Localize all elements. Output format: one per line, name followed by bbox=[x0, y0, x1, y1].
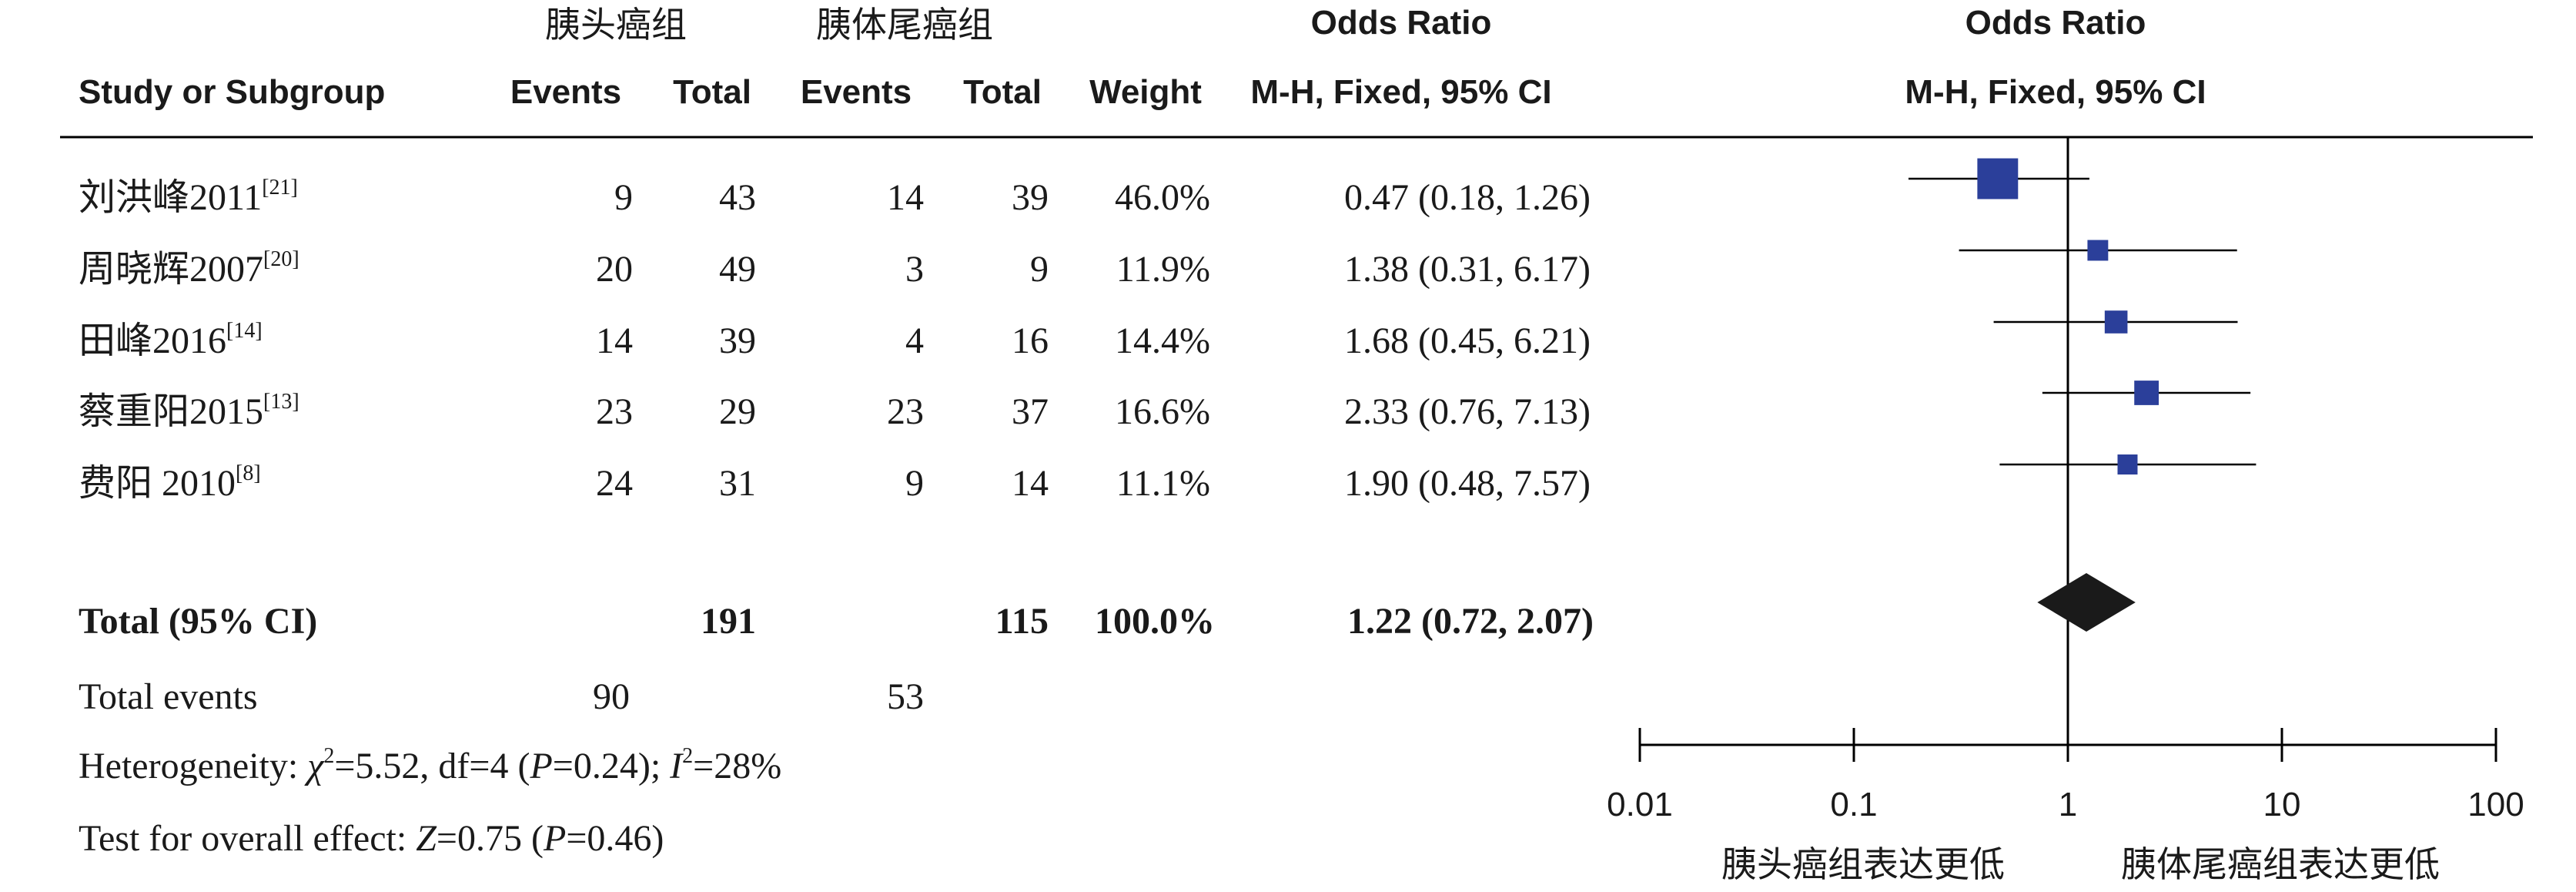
study-ref: [13] bbox=[263, 390, 299, 414]
study-name: 周晓辉2007 bbox=[79, 249, 263, 290]
study-events1: 23 bbox=[596, 391, 633, 432]
study-ci-text: 0.47 (0.18, 1.26) bbox=[1344, 177, 1591, 218]
study-ref: [21] bbox=[262, 176, 298, 200]
study-total2: 9 bbox=[1030, 249, 1049, 290]
study-name: 蔡重阳2015 bbox=[79, 391, 263, 432]
study-total2: 14 bbox=[1012, 463, 1049, 504]
study-events1: 20 bbox=[596, 249, 633, 290]
study-ci-text: 2.33 (0.76, 7.13) bbox=[1344, 391, 1591, 432]
study-ci-text: 1.90 (0.48, 7.57) bbox=[1344, 463, 1591, 504]
study-marker bbox=[2134, 381, 2159, 405]
study-row: 周晓辉2007[20] 20 49 3 9 11.9% 1.38 (0.31, … bbox=[79, 247, 1591, 290]
x-tick-label: 1 bbox=[2059, 786, 2077, 823]
study-events2: 3 bbox=[905, 249, 924, 290]
pooled-diamond bbox=[2037, 573, 2136, 632]
study-weight: 11.1% bbox=[1116, 463, 1210, 504]
total-events-label: Total events bbox=[79, 676, 258, 717]
study-events2: 14 bbox=[887, 177, 924, 218]
study-total2: 37 bbox=[1012, 391, 1049, 432]
study-events1: 14 bbox=[596, 320, 633, 361]
study-total2: 39 bbox=[1012, 177, 1049, 218]
svg-text:刘洪峰2011[21]: 刘洪峰2011[21] bbox=[79, 176, 298, 218]
col-total1-header: Total bbox=[673, 73, 751, 111]
total-total1: 191 bbox=[701, 601, 756, 642]
col-events1-header: Events bbox=[510, 73, 621, 111]
total-label: Total (95% CI) bbox=[79, 601, 317, 642]
favours-left-label: 胰头癌组表达更低 bbox=[1721, 843, 2005, 885]
study-ci-text: 1.38 (0.31, 6.17) bbox=[1344, 249, 1591, 290]
col-study-header: Study or Subgroup bbox=[79, 73, 385, 111]
total-row: Total (95% CI) 191 115 100.0% 1.22 (0.72… bbox=[79, 601, 1594, 642]
study-total1: 43 bbox=[719, 177, 756, 218]
x-tick-label: 100 bbox=[2467, 786, 2524, 823]
study-name: 刘洪峰2011 bbox=[79, 177, 262, 218]
study-events2: 23 bbox=[887, 391, 924, 432]
total-events2: 53 bbox=[887, 676, 924, 717]
total-events-row: Total events 90 53 bbox=[79, 676, 924, 717]
study-weight: 46.0% bbox=[1115, 177, 1210, 218]
x-tick-label: 0.1 bbox=[1830, 786, 1877, 823]
study-row: 费阳 2010[8] 24 31 9 14 11.1% 1.90 (0.48, … bbox=[79, 461, 1591, 504]
x-tick-label: 0.01 bbox=[1607, 786, 1673, 823]
study-ci-text: 1.68 (0.45, 6.21) bbox=[1344, 320, 1591, 361]
x-tick-label: 10 bbox=[2263, 786, 2301, 823]
study-name: 田峰2016 bbox=[79, 320, 226, 361]
overall-effect-text: Test for overall effect: Z=0.75 (P=0.46) bbox=[79, 818, 664, 859]
group2-header: 胰体尾癌组 bbox=[816, 4, 993, 45]
total-total2: 115 bbox=[995, 601, 1049, 642]
favours-right-label: 胰体尾癌组表达更低 bbox=[2121, 843, 2440, 885]
study-ref: [20] bbox=[263, 247, 299, 271]
study-row: 刘洪峰2011[21] 9 43 14 39 46.0% 0.47 (0.18,… bbox=[79, 176, 1591, 218]
study-row: 蔡重阳2015[13] 23 29 23 37 16.6% 2.33 (0.76… bbox=[79, 390, 1591, 432]
odds-ratio-title-right: Odds Ratio bbox=[1965, 4, 2146, 42]
col-method-header-right: M-H, Fixed, 95% CI bbox=[1905, 73, 2206, 111]
study-weight: 16.6% bbox=[1115, 391, 1210, 432]
study-ref: [14] bbox=[226, 319, 263, 343]
total-weight: 100.0% bbox=[1095, 601, 1215, 642]
svg-text:周晓辉2007[20]: 周晓辉2007[20] bbox=[79, 247, 299, 290]
forest-plot-area: 0.01 0.1 1 10 100 bbox=[1607, 137, 2524, 823]
study-total2: 16 bbox=[1012, 320, 1049, 361]
study-ref: [8] bbox=[236, 461, 261, 485]
study-events2: 9 bbox=[905, 463, 924, 504]
total-ci-text: 1.22 (0.72, 2.07) bbox=[1347, 601, 1594, 642]
study-total1: 49 bbox=[719, 249, 756, 290]
col-total2-header: Total bbox=[963, 73, 1042, 111]
study-total1: 31 bbox=[719, 463, 756, 504]
group1-header: 胰头癌组 bbox=[545, 4, 687, 45]
study-total1: 29 bbox=[719, 391, 756, 432]
col-weight-header: Weight bbox=[1089, 73, 1202, 111]
col-events2-header: Events bbox=[801, 73, 912, 111]
odds-ratio-title-left: Odds Ratio bbox=[1311, 4, 1492, 42]
study-marker bbox=[2104, 310, 2128, 334]
study-marker bbox=[1977, 158, 2019, 200]
study-events2: 4 bbox=[905, 320, 924, 361]
study-weight: 11.9% bbox=[1116, 249, 1210, 290]
svg-text:费阳 2010[8]: 费阳 2010[8] bbox=[79, 461, 261, 504]
svg-text:蔡重阳2015[13]: 蔡重阳2015[13] bbox=[79, 390, 299, 432]
study-marker bbox=[2087, 240, 2109, 261]
study-name: 费阳 2010 bbox=[79, 463, 236, 504]
total-events1: 90 bbox=[593, 676, 630, 717]
study-events1: 24 bbox=[596, 463, 633, 504]
study-total1: 39 bbox=[719, 320, 756, 361]
study-marker bbox=[2117, 454, 2138, 475]
study-row: 田峰2016[14] 14 39 4 16 14.4% 1.68 (0.45, … bbox=[79, 319, 1591, 361]
heterogeneity-text: Heterogeneity: χ2=5.52, df=4 (P=0.24); I… bbox=[79, 744, 781, 786]
study-weight: 14.4% bbox=[1115, 320, 1210, 361]
svg-text:田峰2016[14]: 田峰2016[14] bbox=[79, 319, 263, 361]
study-events1: 9 bbox=[614, 177, 633, 218]
col-method-header-left: M-H, Fixed, 95% CI bbox=[1250, 73, 1551, 111]
